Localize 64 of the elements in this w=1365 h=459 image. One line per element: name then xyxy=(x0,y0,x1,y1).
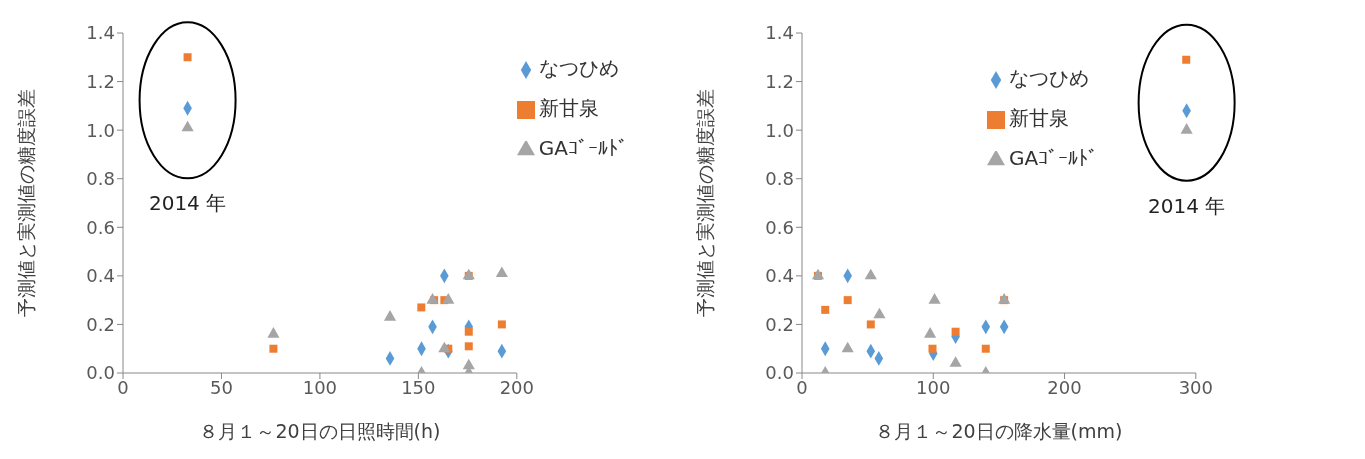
x-axis-title: ８月１～20日の日照時間(h) xyxy=(199,420,441,442)
point xyxy=(981,344,990,353)
x-tick-label: 200 xyxy=(1047,376,1082,398)
y-tick-label: 0.2 xyxy=(765,313,794,335)
point xyxy=(426,293,439,304)
x-tick-label: 200 xyxy=(499,376,534,398)
legend-label: GAｺﾞｰﾙﾄﾞ xyxy=(538,136,628,160)
point xyxy=(383,310,397,321)
point xyxy=(183,53,192,62)
y-tick-label: 0.6 xyxy=(86,216,115,238)
x-tick-label: 0 xyxy=(117,376,129,398)
point xyxy=(497,320,506,329)
point xyxy=(1182,55,1191,64)
point xyxy=(843,296,852,305)
y-tick-label: 0.6 xyxy=(765,216,794,238)
point xyxy=(181,120,194,132)
y-axis-title: 予測値と実測値の糖度誤差 xyxy=(693,89,716,317)
point xyxy=(924,327,937,338)
y-tick-label: 1.4 xyxy=(86,22,115,44)
point xyxy=(821,305,830,314)
x-tick-label: 100 xyxy=(302,376,338,398)
point xyxy=(267,327,280,338)
point xyxy=(464,327,473,336)
y-tick-label: 0.2 xyxy=(86,313,115,335)
y-tick-label: 0.0 xyxy=(86,362,115,384)
legend-label: GAｺﾞｰﾙﾄﾞ xyxy=(1009,146,1099,170)
legend-label: 新甘泉 xyxy=(538,96,599,120)
point xyxy=(928,293,941,304)
y-tick-label: 1.2 xyxy=(765,70,794,92)
point xyxy=(464,342,473,351)
point xyxy=(864,268,877,280)
y-tick-label: 1.0 xyxy=(765,119,794,141)
x-tick-label: 300 xyxy=(1178,376,1213,398)
annotation: 2014 年 xyxy=(148,191,227,216)
y-tick-label: 0.4 xyxy=(765,265,794,287)
point xyxy=(417,303,426,312)
y-tick-label: 1.4 xyxy=(765,22,794,44)
x-tick-label: 100 xyxy=(916,376,951,398)
annotation: 2014 年 xyxy=(1147,193,1226,218)
point xyxy=(873,307,886,319)
point xyxy=(442,293,455,304)
point xyxy=(949,356,962,367)
point xyxy=(495,266,508,277)
legend-label: 新甘泉 xyxy=(1009,106,1069,130)
y-tick-label: 1.0 xyxy=(86,119,115,141)
x-tick-label: 50 xyxy=(210,376,233,398)
y-tick-label: 0.4 xyxy=(86,265,115,287)
legend-label: なつひめ xyxy=(1009,66,1089,90)
x-tick-label: 150 xyxy=(401,376,436,398)
point xyxy=(841,341,854,353)
point xyxy=(438,341,451,353)
y-tick-label: 1.2 xyxy=(86,70,115,92)
point xyxy=(951,327,960,336)
x-tick-label: 0 xyxy=(796,376,808,398)
legend-label: なつひめ xyxy=(538,56,619,80)
point xyxy=(866,320,875,329)
y-tick-label: 0.0 xyxy=(765,362,794,384)
point xyxy=(928,344,937,353)
x-axis-title: ８月１～20日の降水量(mm) xyxy=(875,420,1123,442)
point xyxy=(269,344,278,353)
y-axis-title: 予測値と実測値の糖度誤差 xyxy=(14,89,37,317)
y-tick-label: 0.8 xyxy=(765,168,794,190)
point xyxy=(1180,123,1193,134)
y-tick-label: 0.8 xyxy=(86,168,115,190)
